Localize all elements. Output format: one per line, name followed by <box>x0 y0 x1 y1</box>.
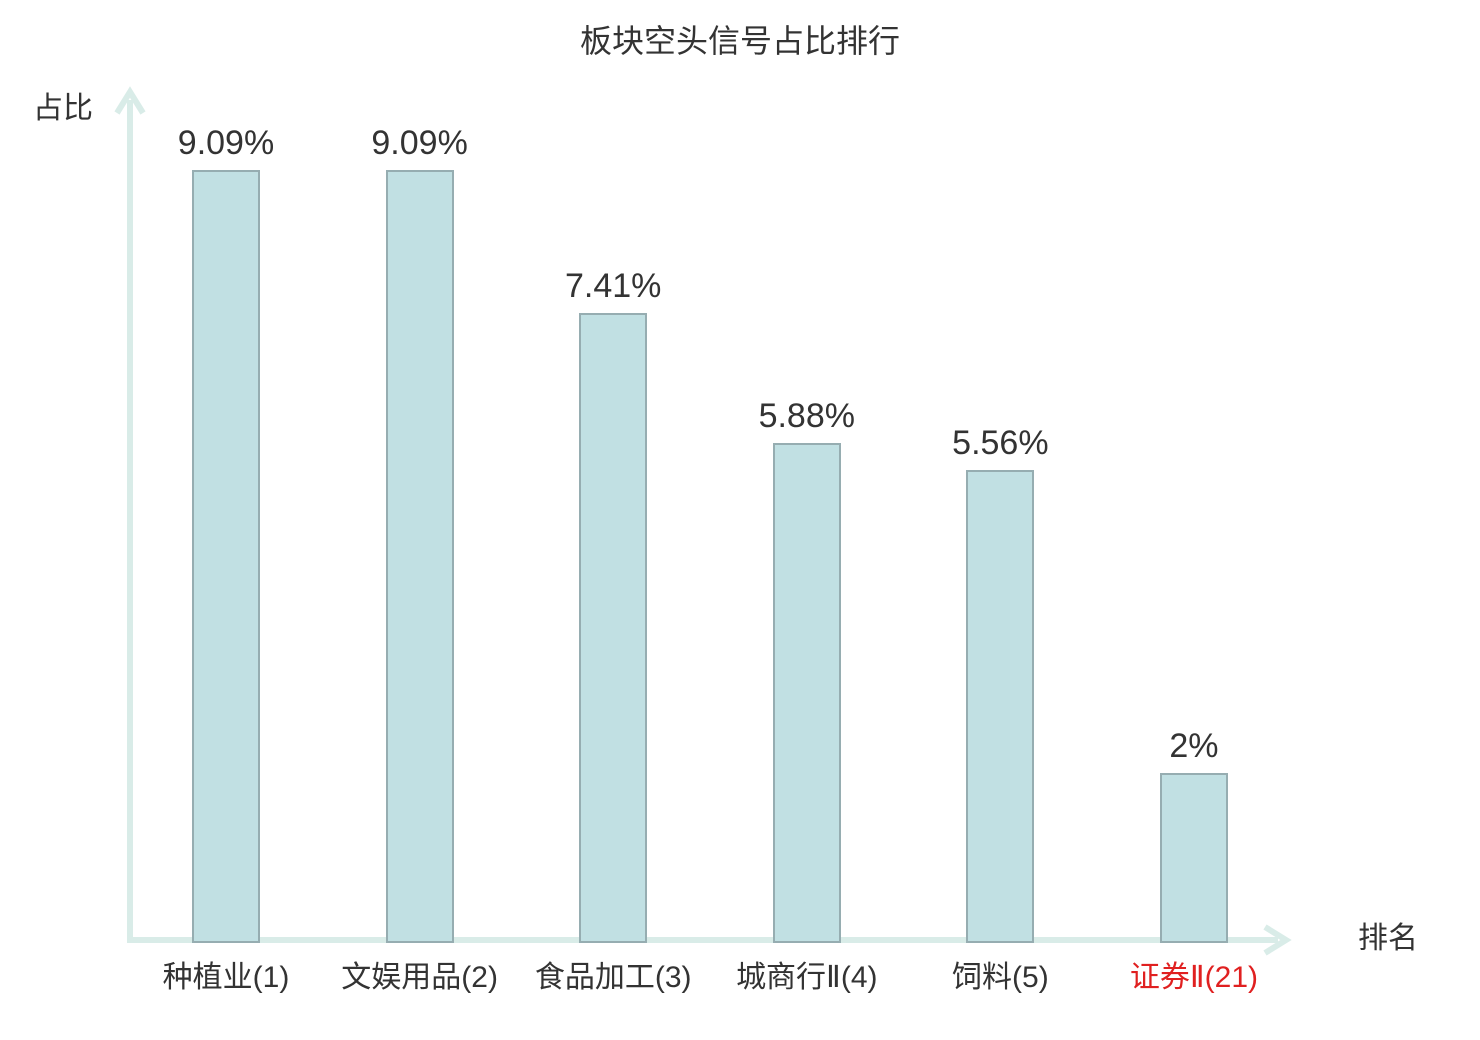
plot-area: 9.09% 9.09% 7.41% 5.88% 5.56% 2% <box>178 90 1228 943</box>
bar-group-4: 5.56% <box>952 426 1049 943</box>
bar-value-label: 7.41% <box>564 267 662 305</box>
category-label-1: 文娱用品(2) <box>341 961 498 994</box>
bar-group-5: 2% <box>1159 727 1228 943</box>
bar <box>772 443 841 943</box>
bar-value-label: 2% <box>1169 727 1219 765</box>
category-label-0: 种植业(1) <box>162 961 290 994</box>
bar-value-label: 5.56% <box>952 424 1049 462</box>
bar-group-0: 9.09% <box>178 126 274 943</box>
x-axis-label: 排名 <box>1358 922 1418 955</box>
category-label-3: 城商行Ⅱ(4) <box>736 961 878 994</box>
bar-group-3: 5.88% <box>759 399 855 943</box>
bar <box>579 313 648 943</box>
bar-value-label: 5.88% <box>758 397 855 435</box>
chart-title: 板块空头信号占比排行 <box>579 23 900 59</box>
bar-group-2: 7.41% <box>565 269 661 943</box>
y-axis-label: 占比 <box>33 92 93 125</box>
y-axis-arrow-icon <box>114 86 146 115</box>
category-label-4: 饲料(5) <box>952 961 1049 994</box>
bar <box>1159 773 1228 943</box>
x-axis-arrow-icon <box>1263 924 1292 956</box>
bar-group-1: 9.09% <box>371 126 468 943</box>
category-label-5: 证券Ⅱ(21) <box>1129 961 1259 994</box>
bar-value-label: 9.09% <box>177 124 275 162</box>
category-label-2: 食品加工(3) <box>534 961 692 994</box>
bar <box>192 170 260 943</box>
bar <box>966 470 1035 943</box>
bar <box>385 170 454 943</box>
category-labels: 种植业(1) 文娱用品(2) 食品加工(3) 城商行Ⅱ(4) 饲料(5) 证券Ⅱ… <box>162 960 1259 996</box>
bar-value-label: 9.09% <box>371 124 468 162</box>
